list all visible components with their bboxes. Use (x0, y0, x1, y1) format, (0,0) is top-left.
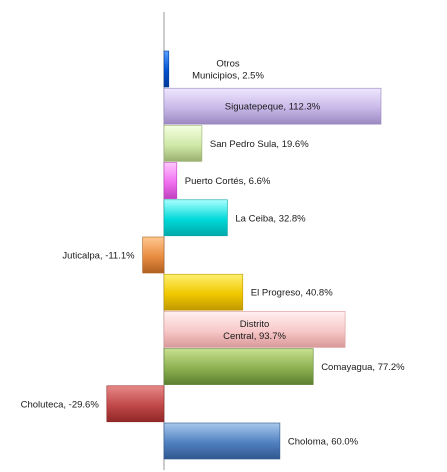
bars-group (106, 50, 382, 460)
data-label-choluteca: Choluteca, -29.6% (21, 399, 100, 410)
bar-puerto-cortes (163, 162, 178, 199)
data-labels-group: Otros Municipios, 2.5% Siguatepeque, 112.3… (21, 59, 406, 448)
data-label-choloma: Choloma, 60.0% (288, 437, 359, 448)
data-label-juticalpa: Juticalpa, -11.1% (62, 251, 135, 262)
data-label-distrito-central: Distrito Central, 93.7% (223, 319, 286, 342)
bar-comayagua (163, 348, 314, 385)
data-label-siguatepeque: Siguatepeque, 112.3% (225, 102, 321, 113)
bar-juticalpa (142, 236, 165, 274)
data-label-la-ceiba: La Ceiba, 32.8% (235, 213, 306, 224)
data-label-san-pedro-sula: San Pedro Sula, 19.6% (210, 139, 309, 150)
data-label-otros-municipios: Otros Municipios, 2.5% (192, 59, 264, 82)
data-label-comayagua: Comayagua, 77.2% (321, 362, 405, 373)
bar-choluteca (106, 385, 165, 423)
bar-choloma (163, 422, 281, 460)
bar-distrito-central (163, 311, 346, 348)
bar-san-pedro-sula (163, 125, 203, 162)
bar-el-progreso (163, 273, 244, 311)
bar-siguatepeque (163, 87, 382, 125)
data-label-el-progreso: El Progreso, 40.8% (251, 288, 333, 299)
bar-otros-municipios (163, 50, 170, 88)
data-label-puerto-cortes: Puerto Cortés, 6.6% (185, 176, 271, 187)
bar-la-ceiba (163, 199, 228, 237)
